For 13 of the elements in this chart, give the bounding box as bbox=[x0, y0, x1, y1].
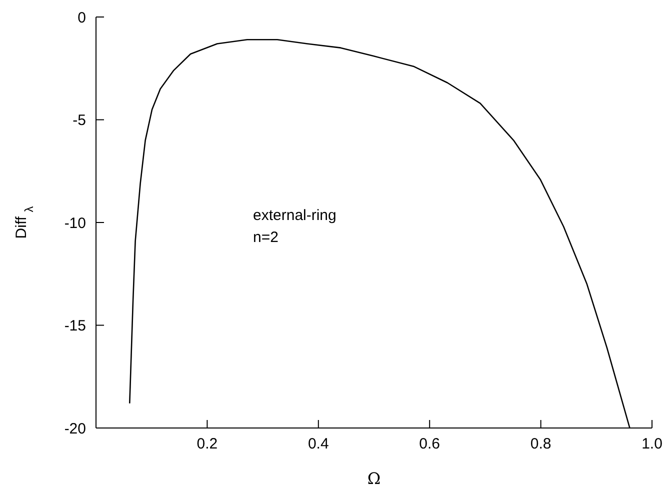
y-tick-label: 0 bbox=[78, 9, 86, 26]
annotation: n=2 bbox=[253, 228, 280, 248]
x-axis-title: Ω bbox=[367, 469, 381, 488]
y-tick-label: -15 bbox=[64, 318, 86, 335]
y-tick-label: -10 bbox=[64, 214, 86, 232]
x-tick-label: 0.8 bbox=[530, 436, 552, 453]
x-tick-label: 1.0 bbox=[642, 436, 662, 453]
annotation: external-ring bbox=[253, 206, 336, 226]
y-tick-label: -5 bbox=[72, 112, 86, 130]
x-tick-label: 0.6 bbox=[419, 436, 440, 453]
x-tick-label: 0.4 bbox=[308, 436, 329, 453]
x-tick-label: 0.2 bbox=[196, 436, 218, 453]
y-tick-label: -20 bbox=[64, 420, 86, 438]
